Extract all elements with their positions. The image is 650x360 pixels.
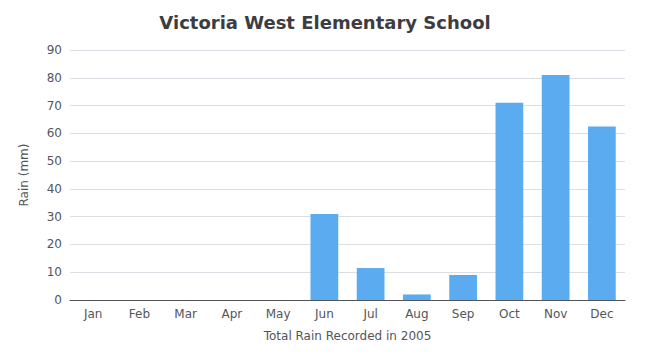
svg-text:0: 0 (54, 293, 62, 307)
svg-text:70: 70 (47, 99, 62, 113)
svg-text:30: 30 (47, 210, 62, 224)
svg-text:40: 40 (47, 182, 62, 196)
svg-text:Jul: Jul (362, 307, 377, 321)
svg-text:Total Rain Recorded in 2005: Total Rain Recorded in 2005 (263, 329, 432, 343)
svg-text:Mar: Mar (174, 307, 197, 321)
svg-text:80: 80 (47, 71, 62, 85)
svg-text:20: 20 (47, 237, 62, 251)
svg-text:50: 50 (47, 154, 62, 168)
svg-text:Feb: Feb (129, 307, 150, 321)
svg-text:Sep: Sep (452, 307, 475, 321)
svg-text:Jun: Jun (314, 307, 334, 321)
svg-text:90: 90 (47, 43, 62, 57)
svg-text:Oct: Oct (499, 307, 520, 321)
svg-text:60: 60 (47, 126, 62, 140)
svg-text:Victoria West Elementary Schoo: Victoria West Elementary School (159, 12, 490, 33)
svg-text:Dec: Dec (590, 307, 613, 321)
svg-text:10: 10 (47, 265, 62, 279)
svg-text:Aug: Aug (405, 307, 428, 321)
svg-text:Nov: Nov (544, 307, 567, 321)
svg-text:May: May (266, 307, 291, 321)
svg-text:Rain (mm): Rain (mm) (17, 144, 31, 207)
svg-text:Apr: Apr (221, 307, 242, 321)
svg-text:Jan: Jan (83, 307, 103, 321)
